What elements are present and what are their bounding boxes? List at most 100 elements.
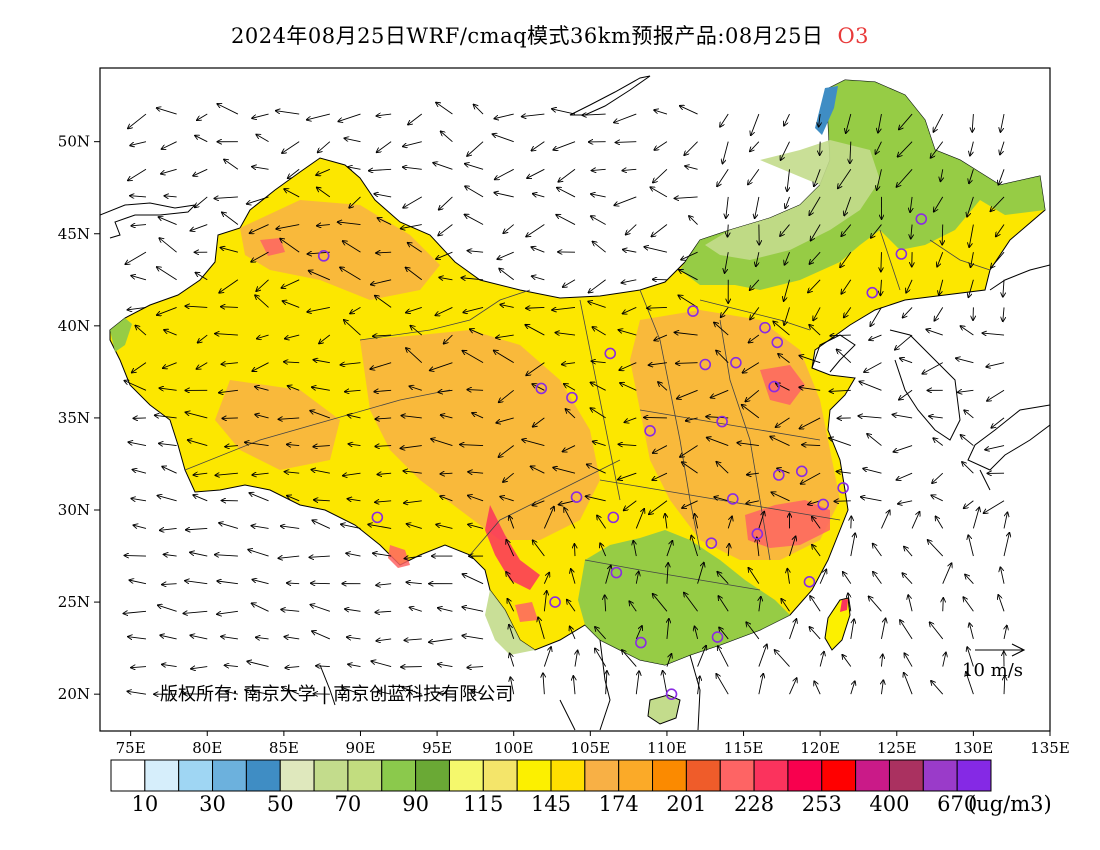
wind-arrow xyxy=(558,168,576,181)
wind-arrow xyxy=(787,169,789,191)
longitude-axis: 75E 80E 85E 90E 95E 100E 105E 110E 115E 120E 125E 1… xyxy=(116,731,1070,757)
wind-arrow xyxy=(870,307,882,326)
hainan-island xyxy=(647,694,681,725)
wind-arrow xyxy=(313,360,330,363)
station-marker xyxy=(795,465,808,478)
wind-arrow xyxy=(465,164,484,170)
wind-arrow xyxy=(573,676,575,695)
wind-arrow xyxy=(314,500,330,501)
wind-arrow xyxy=(895,334,913,350)
wind-arrow xyxy=(969,224,974,247)
wind-arrow xyxy=(221,363,238,365)
wind-arrow xyxy=(252,473,269,475)
wind-arrow xyxy=(892,415,913,419)
wind-arrow xyxy=(567,600,576,612)
station-marker xyxy=(549,596,561,608)
wind-arrow xyxy=(532,276,545,281)
wind-arrow xyxy=(881,680,883,695)
ozone-orange-area xyxy=(360,330,600,540)
wind-arrow xyxy=(770,437,790,446)
wind-arrow xyxy=(622,280,637,283)
colorbar-swatch xyxy=(347,759,383,792)
colorbar-label: 201 xyxy=(666,792,707,816)
wind-arrow xyxy=(525,325,545,336)
wind-arrow xyxy=(219,279,239,293)
wind-arrow xyxy=(931,681,944,695)
wind-arrow xyxy=(564,508,576,529)
wind-arrow xyxy=(903,307,913,317)
wind-arrow xyxy=(1003,533,1009,557)
wind-arrow xyxy=(787,569,789,584)
wind-arrow xyxy=(375,611,392,612)
wind-arrow xyxy=(255,414,269,419)
wind-arrow xyxy=(538,617,545,640)
lat-label: 40N xyxy=(58,317,90,335)
wind-arrow xyxy=(225,446,238,447)
wind-arrow xyxy=(600,543,607,557)
wind-arrow xyxy=(307,113,330,120)
wind-arrow xyxy=(284,362,300,363)
station-marker xyxy=(730,356,742,369)
wind-arrow xyxy=(750,307,760,319)
wind-arrow xyxy=(930,622,944,640)
wind-arrow xyxy=(376,639,392,641)
wind-arrow xyxy=(468,472,484,473)
wind-arrow xyxy=(618,472,637,479)
lon-label: 75E xyxy=(116,739,146,757)
wind-arrow xyxy=(522,440,545,446)
wind-arrow xyxy=(972,114,973,132)
wind-arrow xyxy=(934,307,944,320)
wind-arrow xyxy=(675,332,698,335)
wind-arrow xyxy=(378,691,392,694)
lon-label: 100E xyxy=(494,739,534,757)
wind-arrow xyxy=(859,382,882,391)
wind-arrow xyxy=(217,581,238,584)
colorbar-swatch xyxy=(855,759,890,792)
wind-arrow xyxy=(625,417,637,422)
wind-arrow xyxy=(436,103,453,115)
wind-arrow xyxy=(636,572,638,584)
wind-arrow xyxy=(593,242,606,253)
wind-arrow xyxy=(840,251,852,267)
wind-arrow xyxy=(460,445,484,446)
wind-arrow xyxy=(503,224,514,234)
colorbar-swatch xyxy=(415,759,450,792)
wind-arrow xyxy=(635,509,644,529)
wind-arrow xyxy=(281,526,300,528)
wind-arrow xyxy=(217,104,239,115)
wind-arrow xyxy=(439,196,453,210)
wind-arrow xyxy=(841,279,852,294)
wind-arrow xyxy=(252,113,269,118)
taiwan-red-spot xyxy=(840,599,848,612)
province-boundaries xyxy=(184,229,991,591)
wind-arrow xyxy=(902,573,913,584)
wind-arrow xyxy=(341,363,361,365)
wind-arrow xyxy=(666,654,671,667)
wind-arrow xyxy=(808,500,821,505)
title-text: 2024年08月25日WRF/cmaq模式36km预报产品:08月25日 xyxy=(230,24,824,48)
wind-arrow xyxy=(800,417,821,429)
wind-arrow xyxy=(986,362,1005,367)
wind-arrow xyxy=(711,389,729,397)
wind-arrow xyxy=(190,224,208,231)
wind-arrow xyxy=(904,653,913,667)
wind-arrow xyxy=(759,597,761,612)
colorbar-swatch xyxy=(618,759,654,792)
wind-arrow xyxy=(128,442,147,446)
wind-arrow xyxy=(589,279,606,293)
wind-arrow xyxy=(814,681,821,695)
wind-reference-arrow xyxy=(975,643,1026,657)
wind-arrow xyxy=(623,250,637,253)
wind-arrow xyxy=(967,196,974,217)
baikal-lake xyxy=(569,75,651,116)
monitoring-stations xyxy=(317,213,928,700)
wind-arrow xyxy=(776,417,790,427)
colorbar xyxy=(110,759,992,792)
wind-arrow xyxy=(813,307,821,320)
wind-arrow xyxy=(899,113,913,129)
station-marker xyxy=(866,286,879,299)
wind-arrow xyxy=(684,141,698,155)
wind-arrow xyxy=(377,141,392,153)
wind-arrow xyxy=(968,279,974,297)
wind-arrow xyxy=(370,362,392,369)
